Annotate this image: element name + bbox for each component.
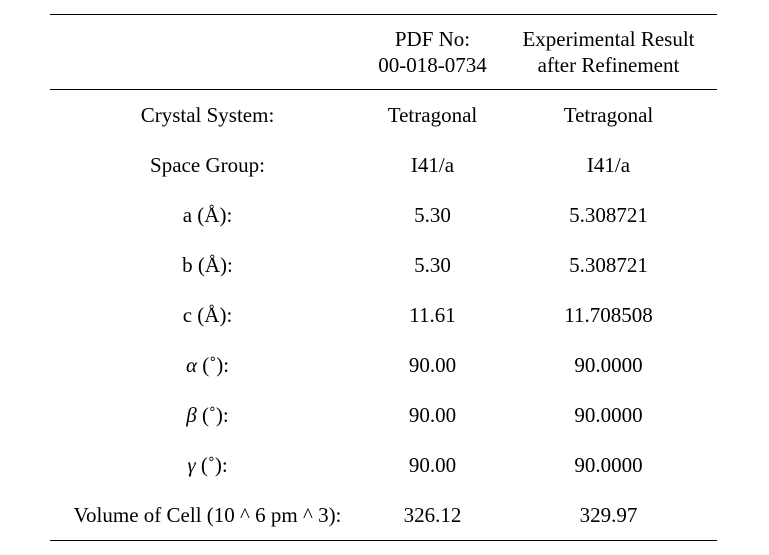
table-top-rule (50, 14, 717, 15)
row-label: b (Å): (182, 252, 233, 277)
row-exp-value: Tetragonal (563, 102, 654, 127)
row-pdf-value: Tetragonal (387, 102, 478, 127)
table-row: Volume of Cell (10 ^ 6 pm ^ 3): 326.12 3… (50, 490, 717, 540)
row-pdf-value: 90.00 (408, 352, 457, 377)
row-pdf-value: I41/a (410, 152, 455, 177)
table-row: Space Group: I41/a I41/a (50, 140, 717, 190)
row-pdf-value: 5.30 (414, 202, 451, 227)
row-exp-value: 5.308721 (569, 202, 648, 227)
row-label: c (Å): (182, 302, 233, 327)
lattice-parameters-table: PDF No: 00-018-0734 Experimental Result … (50, 14, 717, 541)
beta-symbol: β (186, 402, 197, 427)
row-exp-value: I41/a (586, 152, 631, 177)
row-pdf-value: 326.12 (403, 502, 462, 527)
header-pdf-line1: PDF No: (394, 27, 471, 51)
gamma-symbol: γ (187, 452, 196, 477)
row-label: β (˚): (50, 403, 365, 428)
table-bottom-rule (50, 540, 717, 541)
alpha-symbol: α (185, 352, 197, 377)
header-exp-line1: Experimental Result (522, 27, 695, 51)
table-header-rule (50, 89, 717, 90)
degree-unit: (˚): (196, 402, 229, 427)
table-row: c (Å): 11.61 11.708508 (50, 290, 717, 340)
row-pdf-value: 90.00 (408, 452, 457, 477)
table-header-row: PDF No: 00-018-0734 Experimental Result … (50, 15, 717, 89)
row-pdf-value: 90.00 (408, 402, 457, 427)
row-label: Crystal System: (140, 102, 275, 127)
table-row: Crystal System: Tetragonal Tetragonal (50, 90, 717, 140)
table-row: γ (˚): 90.00 90.0000 (50, 440, 717, 490)
row-exp-value: 90.0000 (574, 352, 643, 377)
header-exp-line2: after Refinement (537, 53, 680, 77)
row-label: γ (˚): (50, 453, 365, 478)
header-cell-pdf: PDF No: 00-018-0734 (365, 26, 500, 78)
header-pdf-line2: 00-018-0734 (378, 53, 487, 77)
degree-unit: (˚): (196, 352, 230, 377)
degree-unit: (˚): (195, 452, 228, 477)
table-row: α (˚): 90.00 90.0000 (50, 340, 717, 390)
row-pdf-value: 5.30 (414, 252, 451, 277)
row-exp-value: 329.97 (579, 502, 638, 527)
row-pdf-value: 11.61 (409, 302, 456, 327)
header-cell-experimental: Experimental Result after Refinement (500, 26, 717, 78)
row-label: a (Å): (182, 202, 233, 227)
row-exp-value: 90.0000 (574, 452, 643, 477)
table-row: β (˚): 90.00 90.0000 (50, 390, 717, 440)
table-row: b (Å): 5.30 5.308721 (50, 240, 717, 290)
row-exp-value: 90.0000 (574, 402, 643, 427)
row-exp-value: 11.708508 (564, 302, 653, 327)
row-exp-value: 5.308721 (569, 252, 648, 277)
row-label: α (˚): (50, 353, 365, 378)
row-label: Space Group: (150, 152, 265, 177)
row-label: Volume of Cell (10 ^ 6 pm ^ 3): (73, 502, 342, 527)
table-row: a (Å): 5.30 5.308721 (50, 190, 717, 240)
